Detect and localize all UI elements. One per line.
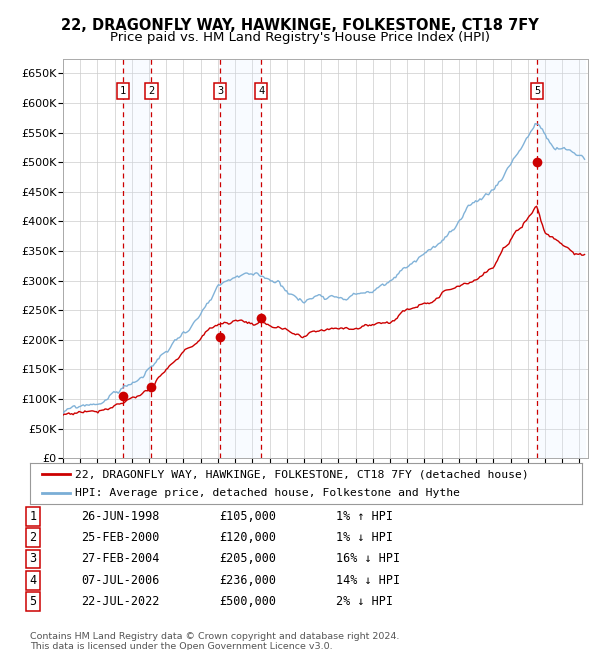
Text: 1% ↓ HPI: 1% ↓ HPI (336, 531, 393, 544)
Text: 22-JUL-2022: 22-JUL-2022 (81, 595, 160, 608)
Text: 4: 4 (258, 86, 264, 96)
Text: £105,000: £105,000 (219, 510, 276, 523)
Text: Price paid vs. HM Land Registry's House Price Index (HPI): Price paid vs. HM Land Registry's House … (110, 31, 490, 44)
Text: HPI: Average price, detached house, Folkestone and Hythe: HPI: Average price, detached house, Folk… (75, 488, 460, 498)
Text: 25-FEB-2000: 25-FEB-2000 (81, 531, 160, 544)
Text: £236,000: £236,000 (219, 574, 276, 587)
Text: 16% ↓ HPI: 16% ↓ HPI (336, 552, 400, 566)
Text: 2: 2 (29, 531, 37, 544)
Text: £500,000: £500,000 (219, 595, 276, 608)
Text: 22, DRAGONFLY WAY, HAWKINGE, FOLKESTONE, CT18 7FY (detached house): 22, DRAGONFLY WAY, HAWKINGE, FOLKESTONE,… (75, 469, 529, 479)
Text: 07-JUL-2006: 07-JUL-2006 (81, 574, 160, 587)
Text: £205,000: £205,000 (219, 552, 276, 566)
Text: 5: 5 (534, 86, 541, 96)
Text: 3: 3 (217, 86, 223, 96)
Bar (537, 58, 586, 458)
Text: 3: 3 (29, 552, 37, 566)
Text: 5: 5 (29, 595, 37, 608)
Text: 1% ↑ HPI: 1% ↑ HPI (336, 510, 393, 523)
Text: 2: 2 (148, 86, 155, 96)
Text: 1: 1 (29, 510, 37, 523)
Text: Contains HM Land Registry data © Crown copyright and database right 2024.
This d: Contains HM Land Registry data © Crown c… (30, 632, 400, 650)
Text: 4: 4 (29, 574, 37, 587)
Text: 22, DRAGONFLY WAY, HAWKINGE, FOLKESTONE, CT18 7FY: 22, DRAGONFLY WAY, HAWKINGE, FOLKESTONE,… (61, 18, 539, 33)
Bar (123, 58, 151, 458)
Text: 26-JUN-1998: 26-JUN-1998 (81, 510, 160, 523)
Text: 27-FEB-2004: 27-FEB-2004 (81, 552, 160, 566)
Text: 2% ↓ HPI: 2% ↓ HPI (336, 595, 393, 608)
Text: 1: 1 (120, 86, 126, 96)
Text: £120,000: £120,000 (219, 531, 276, 544)
Text: 14% ↓ HPI: 14% ↓ HPI (336, 574, 400, 587)
Bar (220, 58, 261, 458)
